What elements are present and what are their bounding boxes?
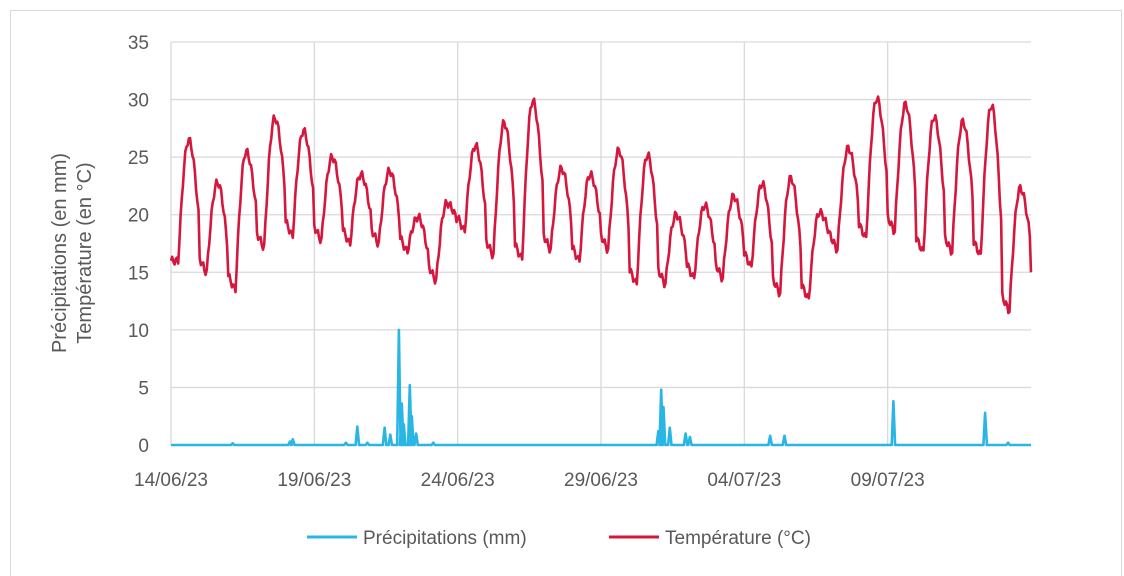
y-tick-label: 0: [138, 436, 149, 457]
y-tick-label: 35: [128, 33, 149, 54]
chart-frame: 0 5 10 15 20 25 30 35 14/06/23 19/06/23 24/06/23 2…: [10, 10, 1122, 576]
legend-label-precipitations: Précipitations (mm): [363, 528, 527, 549]
y-tick-label: 25: [128, 148, 149, 169]
x-tick-label: 19/06/23: [277, 470, 351, 491]
x-tick-label: 24/06/23: [421, 470, 495, 491]
y-axis-ticks: 0 5 10 15 20 25 30 35: [128, 33, 149, 457]
x-tick-label: 29/06/23: [564, 470, 638, 491]
y-tick-label: 10: [128, 321, 149, 342]
x-axis-ticks: 14/06/23 19/06/23 24/06/23 29/06/23 04/07/23…: [134, 470, 925, 491]
y-axis-label-line2: Température (en °C): [74, 162, 96, 343]
x-tick-label: 04/07/23: [707, 470, 781, 491]
y-tick-label: 30: [128, 91, 149, 112]
series-line-temperature: [169, 95, 1033, 315]
x-tick-label: 09/07/23: [851, 470, 925, 491]
y-tick-label: 20: [128, 206, 149, 227]
gridlines: [170, 41, 1031, 446]
legend-label-temperature: Température (°C): [665, 528, 811, 549]
series-line-precipitations: [171, 328, 1031, 447]
legend: Précipitations (mm) Température (°C): [307, 528, 811, 549]
series-lines: [169, 95, 1033, 447]
x-tick-label: 14/06/23: [134, 470, 208, 491]
y-axis-label-line1: Précipitations (en mm): [49, 153, 71, 353]
y-tick-label: 15: [128, 263, 149, 284]
y-tick-label: 5: [138, 378, 149, 399]
line-chart: 0 5 10 15 20 25 30 35 14/06/23 19/06/23 24/06/23 2…: [49, 33, 1033, 549]
